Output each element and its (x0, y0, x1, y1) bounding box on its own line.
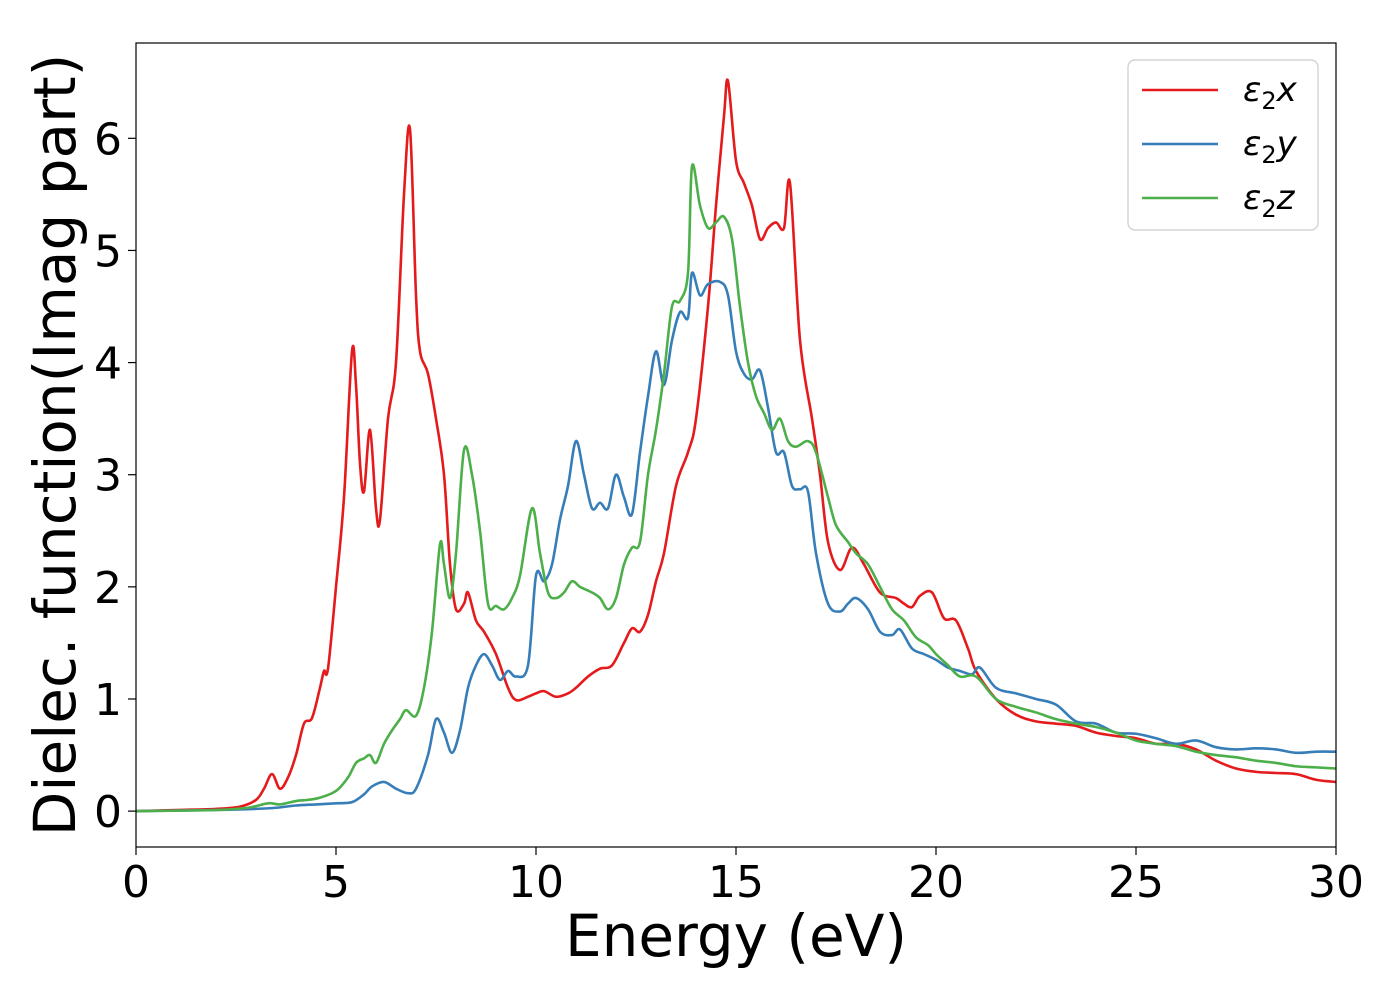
x-axis-title: Energy (eV) (565, 902, 907, 970)
legend-axis-letter: x (1276, 70, 1298, 110)
axis-ticks: 0 5 10 15 20 25 30 0 1 2 3 4 5 6 (94, 114, 1364, 908)
y-tick-label: 6 (94, 114, 122, 165)
y-tick-label: 4 (94, 339, 122, 390)
y-tick-label: 3 (94, 451, 122, 502)
y-tick-label: 0 (94, 787, 122, 838)
series-lines (135, 78, 1337, 813)
series-line-z (135, 163, 1337, 813)
legend-subscript: 2 (1261, 141, 1276, 169)
legend-axis-letter: y (1276, 124, 1298, 164)
legend-box (1127, 59, 1319, 231)
legend-axis-letter: z (1276, 178, 1296, 218)
y-tick-label: 1 (94, 675, 122, 726)
legend-symbol: ε (1243, 124, 1261, 164)
legend-label-x: ε2x (1243, 70, 1298, 115)
x-tick-label: 30 (1308, 857, 1364, 908)
x-tick-label: 20 (908, 857, 964, 908)
x-tick-label: 15 (708, 857, 764, 908)
legend-label-y: ε2y (1243, 124, 1298, 169)
x-tick-label: 0 (122, 857, 150, 908)
x-tick-label: 10 (508, 857, 564, 908)
x-tick-label: 25 (1108, 857, 1164, 908)
y-axis-title: Dielec. function(Imag part) (21, 54, 89, 837)
series-line-y (135, 271, 1337, 813)
legend-symbol: ε (1243, 70, 1261, 110)
legend-label-z: ε2z (1243, 178, 1296, 223)
y-tick-label: 2 (94, 563, 122, 614)
legend-subscript: 2 (1261, 195, 1276, 223)
y-tick-label: 5 (94, 226, 122, 277)
legend-symbol: ε (1243, 178, 1261, 218)
legend-subscript: 2 (1261, 87, 1276, 115)
series-line-x (135, 78, 1337, 813)
x-tick-label: 5 (322, 857, 350, 908)
